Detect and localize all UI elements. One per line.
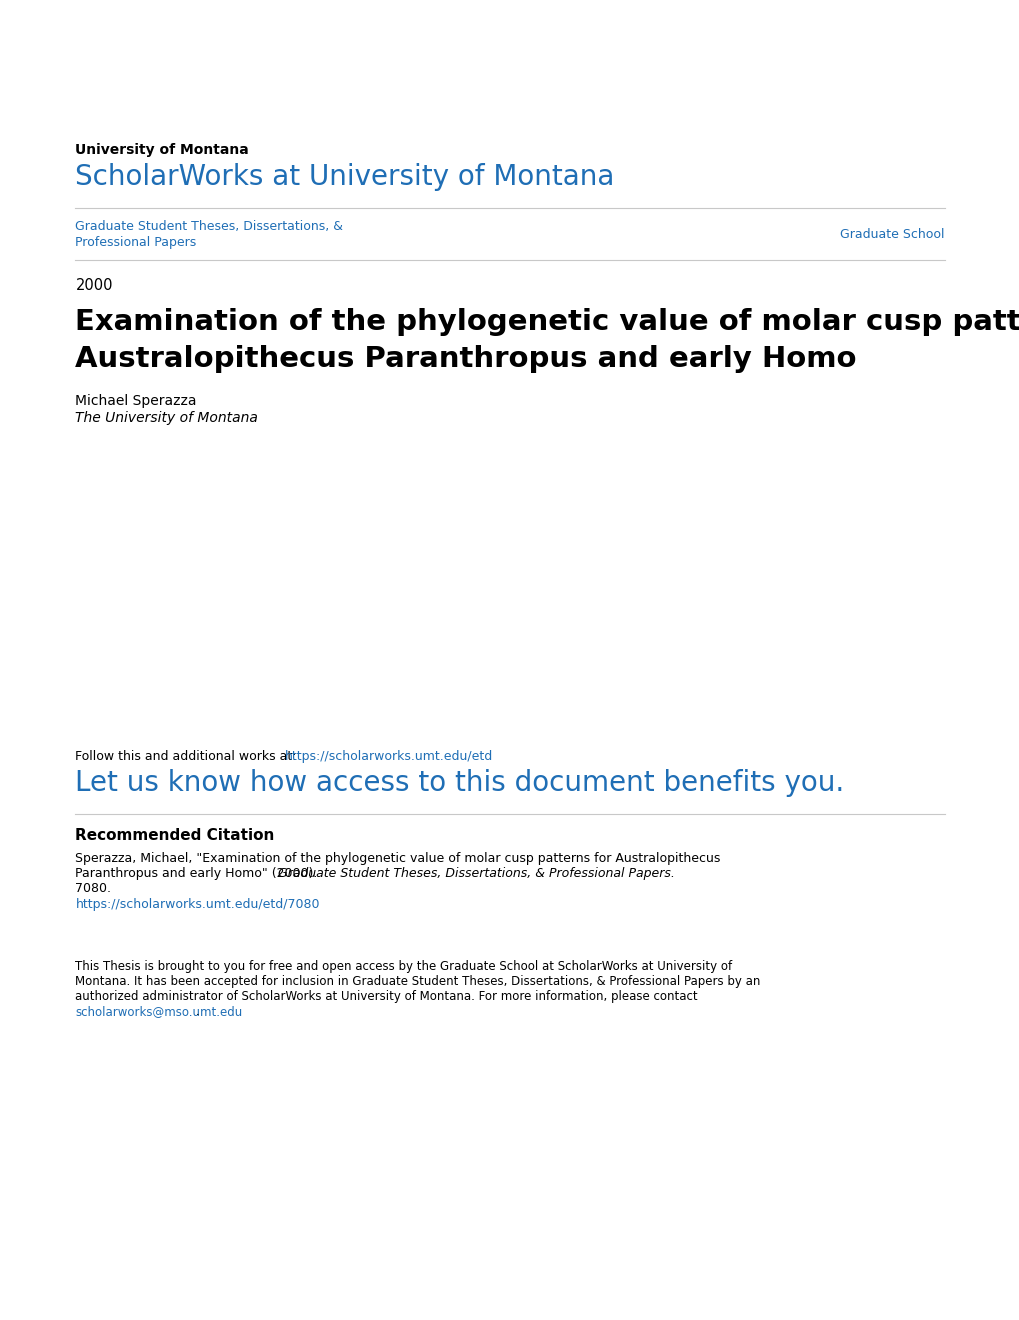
Text: scholarworks@mso.umt.edu: scholarworks@mso.umt.edu — [75, 1005, 243, 1018]
Text: Professional Papers: Professional Papers — [75, 236, 197, 249]
Text: Sperazza, Michael, "Examination of the phylogenetic value of molar cusp patterns: Sperazza, Michael, "Examination of the p… — [75, 851, 720, 865]
Text: authorized administrator of ScholarWorks at University of Montana. For more info: authorized administrator of ScholarWorks… — [75, 990, 697, 1003]
Text: Let us know how access to this document benefits you.: Let us know how access to this document … — [75, 770, 844, 797]
Text: ScholarWorks at University of Montana: ScholarWorks at University of Montana — [75, 162, 614, 191]
Text: This Thesis is brought to you for free and open access by the Graduate School at: This Thesis is brought to you for free a… — [75, 960, 732, 973]
Text: Montana. It has been accepted for inclusion in Graduate Student Theses, Disserta: Montana. It has been accepted for inclus… — [75, 975, 760, 987]
Text: The University of Montana: The University of Montana — [75, 411, 258, 425]
Text: Graduate Student Theses, Dissertations, &: Graduate Student Theses, Dissertations, … — [75, 220, 343, 234]
Text: 7080.: 7080. — [75, 882, 111, 895]
Text: Australopithecus Paranthropus and early Homo: Australopithecus Paranthropus and early … — [75, 345, 856, 374]
Text: Paranthropus and early Homo" (2000).: Paranthropus and early Homo" (2000). — [75, 867, 322, 880]
Text: Follow this and additional works at:: Follow this and additional works at: — [75, 750, 301, 763]
Text: Examination of the phylogenetic value of molar cusp patterns for: Examination of the phylogenetic value of… — [75, 308, 1019, 337]
Text: https://scholarworks.umt.edu/etd: https://scholarworks.umt.edu/etd — [284, 750, 492, 763]
Text: Michael Sperazza: Michael Sperazza — [75, 393, 197, 408]
Text: https://scholarworks.umt.edu/etd/7080: https://scholarworks.umt.edu/etd/7080 — [75, 898, 320, 911]
Text: 2000: 2000 — [75, 279, 113, 293]
Text: University of Montana: University of Montana — [75, 143, 249, 157]
Text: Recommended Citation: Recommended Citation — [75, 828, 274, 843]
Text: Graduate Student Theses, Dissertations, & Professional Papers.: Graduate Student Theses, Dissertations, … — [278, 867, 675, 880]
Text: Graduate School: Graduate School — [840, 228, 944, 242]
Text: .: . — [196, 1005, 199, 1018]
